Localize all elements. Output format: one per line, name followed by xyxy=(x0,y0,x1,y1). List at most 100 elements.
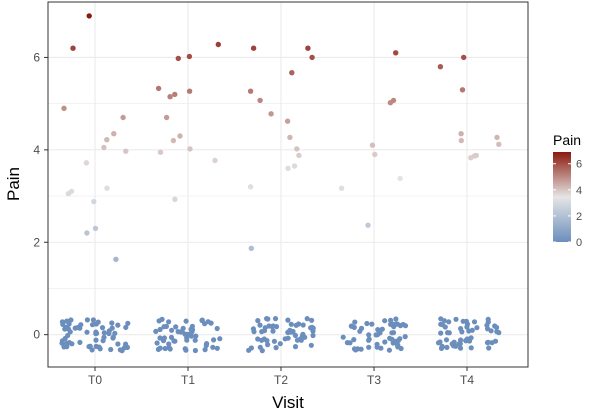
data-point xyxy=(217,336,223,342)
data-point xyxy=(309,317,315,323)
legend-tick-label: 4 xyxy=(576,185,582,197)
data-point xyxy=(97,346,103,352)
data-point xyxy=(99,325,106,331)
data-point xyxy=(438,316,444,322)
y-tick-label: 6 xyxy=(33,50,40,64)
x-tick-label: T1 xyxy=(181,373,195,387)
data-point xyxy=(272,316,279,322)
data-point xyxy=(358,325,365,331)
data-point xyxy=(125,320,131,326)
x-tick-label: T0 xyxy=(88,373,102,387)
data-point xyxy=(257,97,263,104)
data-point xyxy=(308,342,314,348)
data-point xyxy=(104,185,110,191)
data-point xyxy=(156,318,162,324)
data-point xyxy=(251,329,257,335)
data-point xyxy=(172,338,178,344)
data-point xyxy=(347,340,353,346)
data-point xyxy=(168,334,175,340)
data-point xyxy=(248,245,254,251)
data-point xyxy=(392,321,399,327)
data-point xyxy=(173,324,179,330)
data-point xyxy=(120,114,126,121)
data-point xyxy=(438,330,444,336)
data-point xyxy=(172,196,178,202)
data-point xyxy=(259,337,265,343)
data-point xyxy=(77,339,83,345)
data-point xyxy=(469,327,475,333)
data-point xyxy=(167,94,173,100)
data-point xyxy=(304,316,310,322)
data-point xyxy=(445,330,451,336)
data-point xyxy=(172,91,178,98)
y-tick-label: 2 xyxy=(33,235,40,249)
data-point xyxy=(247,88,254,94)
data-point xyxy=(387,100,394,106)
legend-tick-label: 0 xyxy=(576,237,582,249)
data-point xyxy=(453,316,459,322)
data-point xyxy=(456,341,462,347)
data-point xyxy=(463,318,469,324)
data-point xyxy=(87,343,93,349)
data-point xyxy=(153,328,159,334)
data-point xyxy=(123,341,129,347)
data-point xyxy=(101,330,107,336)
data-point xyxy=(395,342,401,348)
data-point xyxy=(489,340,495,346)
data-point xyxy=(123,324,129,330)
legend-colorbar xyxy=(553,152,571,242)
data-point xyxy=(474,325,480,331)
data-point xyxy=(294,337,300,343)
data-point xyxy=(292,344,299,350)
data-point xyxy=(93,337,99,343)
data-point xyxy=(160,338,167,344)
data-point xyxy=(113,256,119,262)
data-point xyxy=(175,55,181,62)
data-point xyxy=(83,160,90,166)
data-point xyxy=(364,320,370,327)
data-point xyxy=(261,328,268,334)
data-point xyxy=(466,338,473,344)
data-point xyxy=(366,337,372,343)
data-point xyxy=(443,337,450,343)
data-point xyxy=(309,54,315,61)
y-axis-title: Pain xyxy=(4,167,23,201)
legend-title: Pain xyxy=(553,132,581,148)
data-point xyxy=(389,336,395,342)
data-point xyxy=(86,13,92,19)
data-point xyxy=(248,345,254,351)
data-point xyxy=(259,348,265,354)
data-point xyxy=(351,324,357,330)
data-point xyxy=(91,198,97,205)
data-point xyxy=(468,155,474,161)
data-point xyxy=(93,331,99,337)
data-point xyxy=(496,141,502,147)
data-point xyxy=(309,324,315,330)
data-point xyxy=(250,45,257,51)
data-point xyxy=(62,326,68,332)
data-point xyxy=(287,134,293,141)
data-point xyxy=(458,137,464,144)
data-point xyxy=(461,54,467,61)
data-point xyxy=(351,337,357,343)
data-point xyxy=(457,345,464,351)
data-point xyxy=(186,53,193,60)
x-tick-label: T4 xyxy=(460,373,474,387)
data-point xyxy=(369,142,376,148)
data-point xyxy=(459,329,465,335)
data-point xyxy=(117,347,123,353)
data-point xyxy=(468,345,474,351)
data-point xyxy=(187,146,193,152)
data-point xyxy=(268,111,274,117)
data-point xyxy=(59,338,65,344)
data-point xyxy=(192,337,198,343)
data-point xyxy=(293,322,299,328)
data-point xyxy=(180,325,186,331)
data-point xyxy=(255,318,261,324)
data-point xyxy=(247,184,254,190)
plot-panel-background xyxy=(48,2,528,367)
data-point xyxy=(192,347,198,354)
data-point xyxy=(294,146,300,152)
data-point xyxy=(188,333,195,339)
data-point xyxy=(162,345,168,352)
